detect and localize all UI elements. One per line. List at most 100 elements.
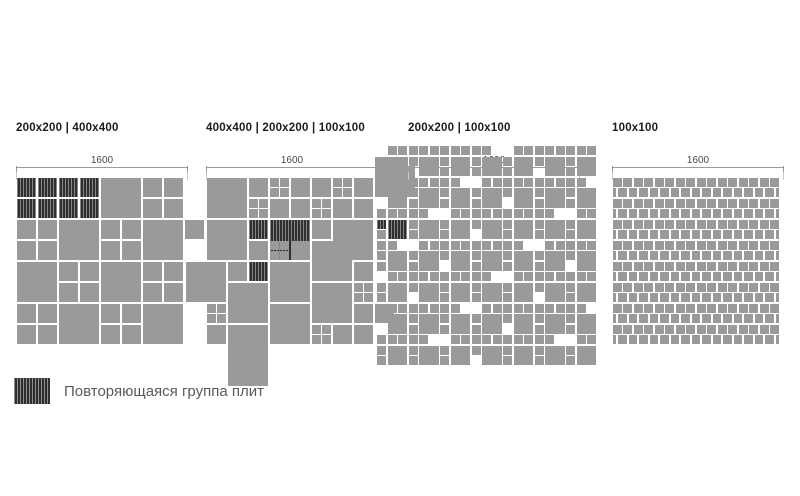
tile (576, 209, 586, 219)
tile (723, 188, 732, 198)
tile (702, 272, 711, 282)
tile (612, 177, 622, 187)
tile (387, 272, 397, 282)
tile (675, 303, 685, 313)
tile (482, 345, 502, 366)
tile (654, 324, 664, 334)
panel-title-2: 400x400 | 200x200 | 100x100 (206, 122, 365, 134)
tile (311, 177, 332, 198)
tile (290, 293, 300, 303)
tile (492, 177, 502, 187)
tile (660, 272, 669, 282)
tile (398, 209, 408, 219)
tile (398, 272, 408, 282)
tile (408, 188, 418, 198)
tile (654, 198, 664, 208)
tile (733, 251, 743, 261)
tile (759, 324, 769, 334)
tile (163, 198, 184, 219)
tile (429, 177, 439, 187)
tile (440, 282, 450, 292)
tile (269, 177, 279, 187)
tile (450, 177, 460, 187)
tile (311, 198, 321, 208)
dimension-bar (206, 167, 378, 168)
pattern-panel-4: 100x100 1600 (610, 0, 800, 496)
tile (612, 251, 617, 261)
tile (649, 314, 659, 324)
tile (686, 219, 696, 229)
tile (482, 251, 502, 271)
tile (322, 324, 332, 334)
tile (728, 261, 738, 271)
tile (728, 219, 738, 229)
tile (618, 230, 627, 240)
tile (691, 335, 701, 345)
tile (712, 335, 722, 345)
tile (503, 209, 513, 219)
tile (612, 314, 617, 324)
tile (353, 282, 363, 292)
tile (576, 272, 586, 282)
tile (387, 156, 408, 177)
tile (712, 272, 722, 282)
tile (482, 314, 502, 334)
tile (269, 324, 290, 345)
tile (269, 282, 290, 303)
tiling-field-4 (612, 177, 780, 345)
tile (163, 282, 184, 303)
dimension-bar (16, 167, 188, 168)
tile (612, 261, 622, 271)
tile (440, 314, 450, 324)
tile (665, 240, 675, 250)
tile (707, 219, 717, 229)
tile (503, 251, 513, 261)
tile (644, 240, 654, 250)
tile (100, 240, 121, 261)
tile (290, 198, 311, 219)
dimension-value-4: 1600 (612, 155, 784, 166)
tile (37, 219, 58, 240)
tile (248, 209, 258, 219)
tile (471, 219, 481, 229)
tile (555, 177, 565, 187)
tiling-field-1 (16, 177, 205, 345)
tile (775, 293, 780, 303)
tile (681, 230, 690, 240)
tile (534, 156, 544, 166)
tile-highlighted (58, 198, 79, 219)
tile (440, 198, 450, 208)
tile (670, 209, 680, 219)
tile (738, 324, 748, 334)
tile (576, 345, 597, 366)
tile (723, 293, 732, 303)
tile (58, 303, 100, 345)
tile (524, 177, 534, 187)
tile (482, 272, 492, 282)
tile (675, 261, 685, 271)
dimension-foot-left (612, 172, 613, 180)
tile (618, 272, 627, 282)
tile (691, 293, 701, 303)
tile (408, 209, 418, 219)
tile (492, 240, 502, 250)
tile (612, 324, 622, 334)
tile (419, 335, 429, 345)
tile (322, 198, 332, 208)
tile (770, 219, 780, 229)
tile (377, 335, 387, 345)
tile (387, 303, 397, 313)
tile (534, 282, 544, 292)
tile (566, 198, 576, 208)
tile (440, 188, 450, 198)
tile (343, 314, 353, 324)
tile (660, 230, 669, 240)
tile (419, 345, 439, 366)
tile (759, 219, 769, 229)
tile (717, 240, 727, 250)
panel-title-3: 200x200 | 100x100 (408, 122, 511, 134)
tile-highlighted (58, 177, 79, 198)
tile (545, 209, 555, 219)
tile (576, 219, 597, 240)
tile (461, 272, 471, 282)
